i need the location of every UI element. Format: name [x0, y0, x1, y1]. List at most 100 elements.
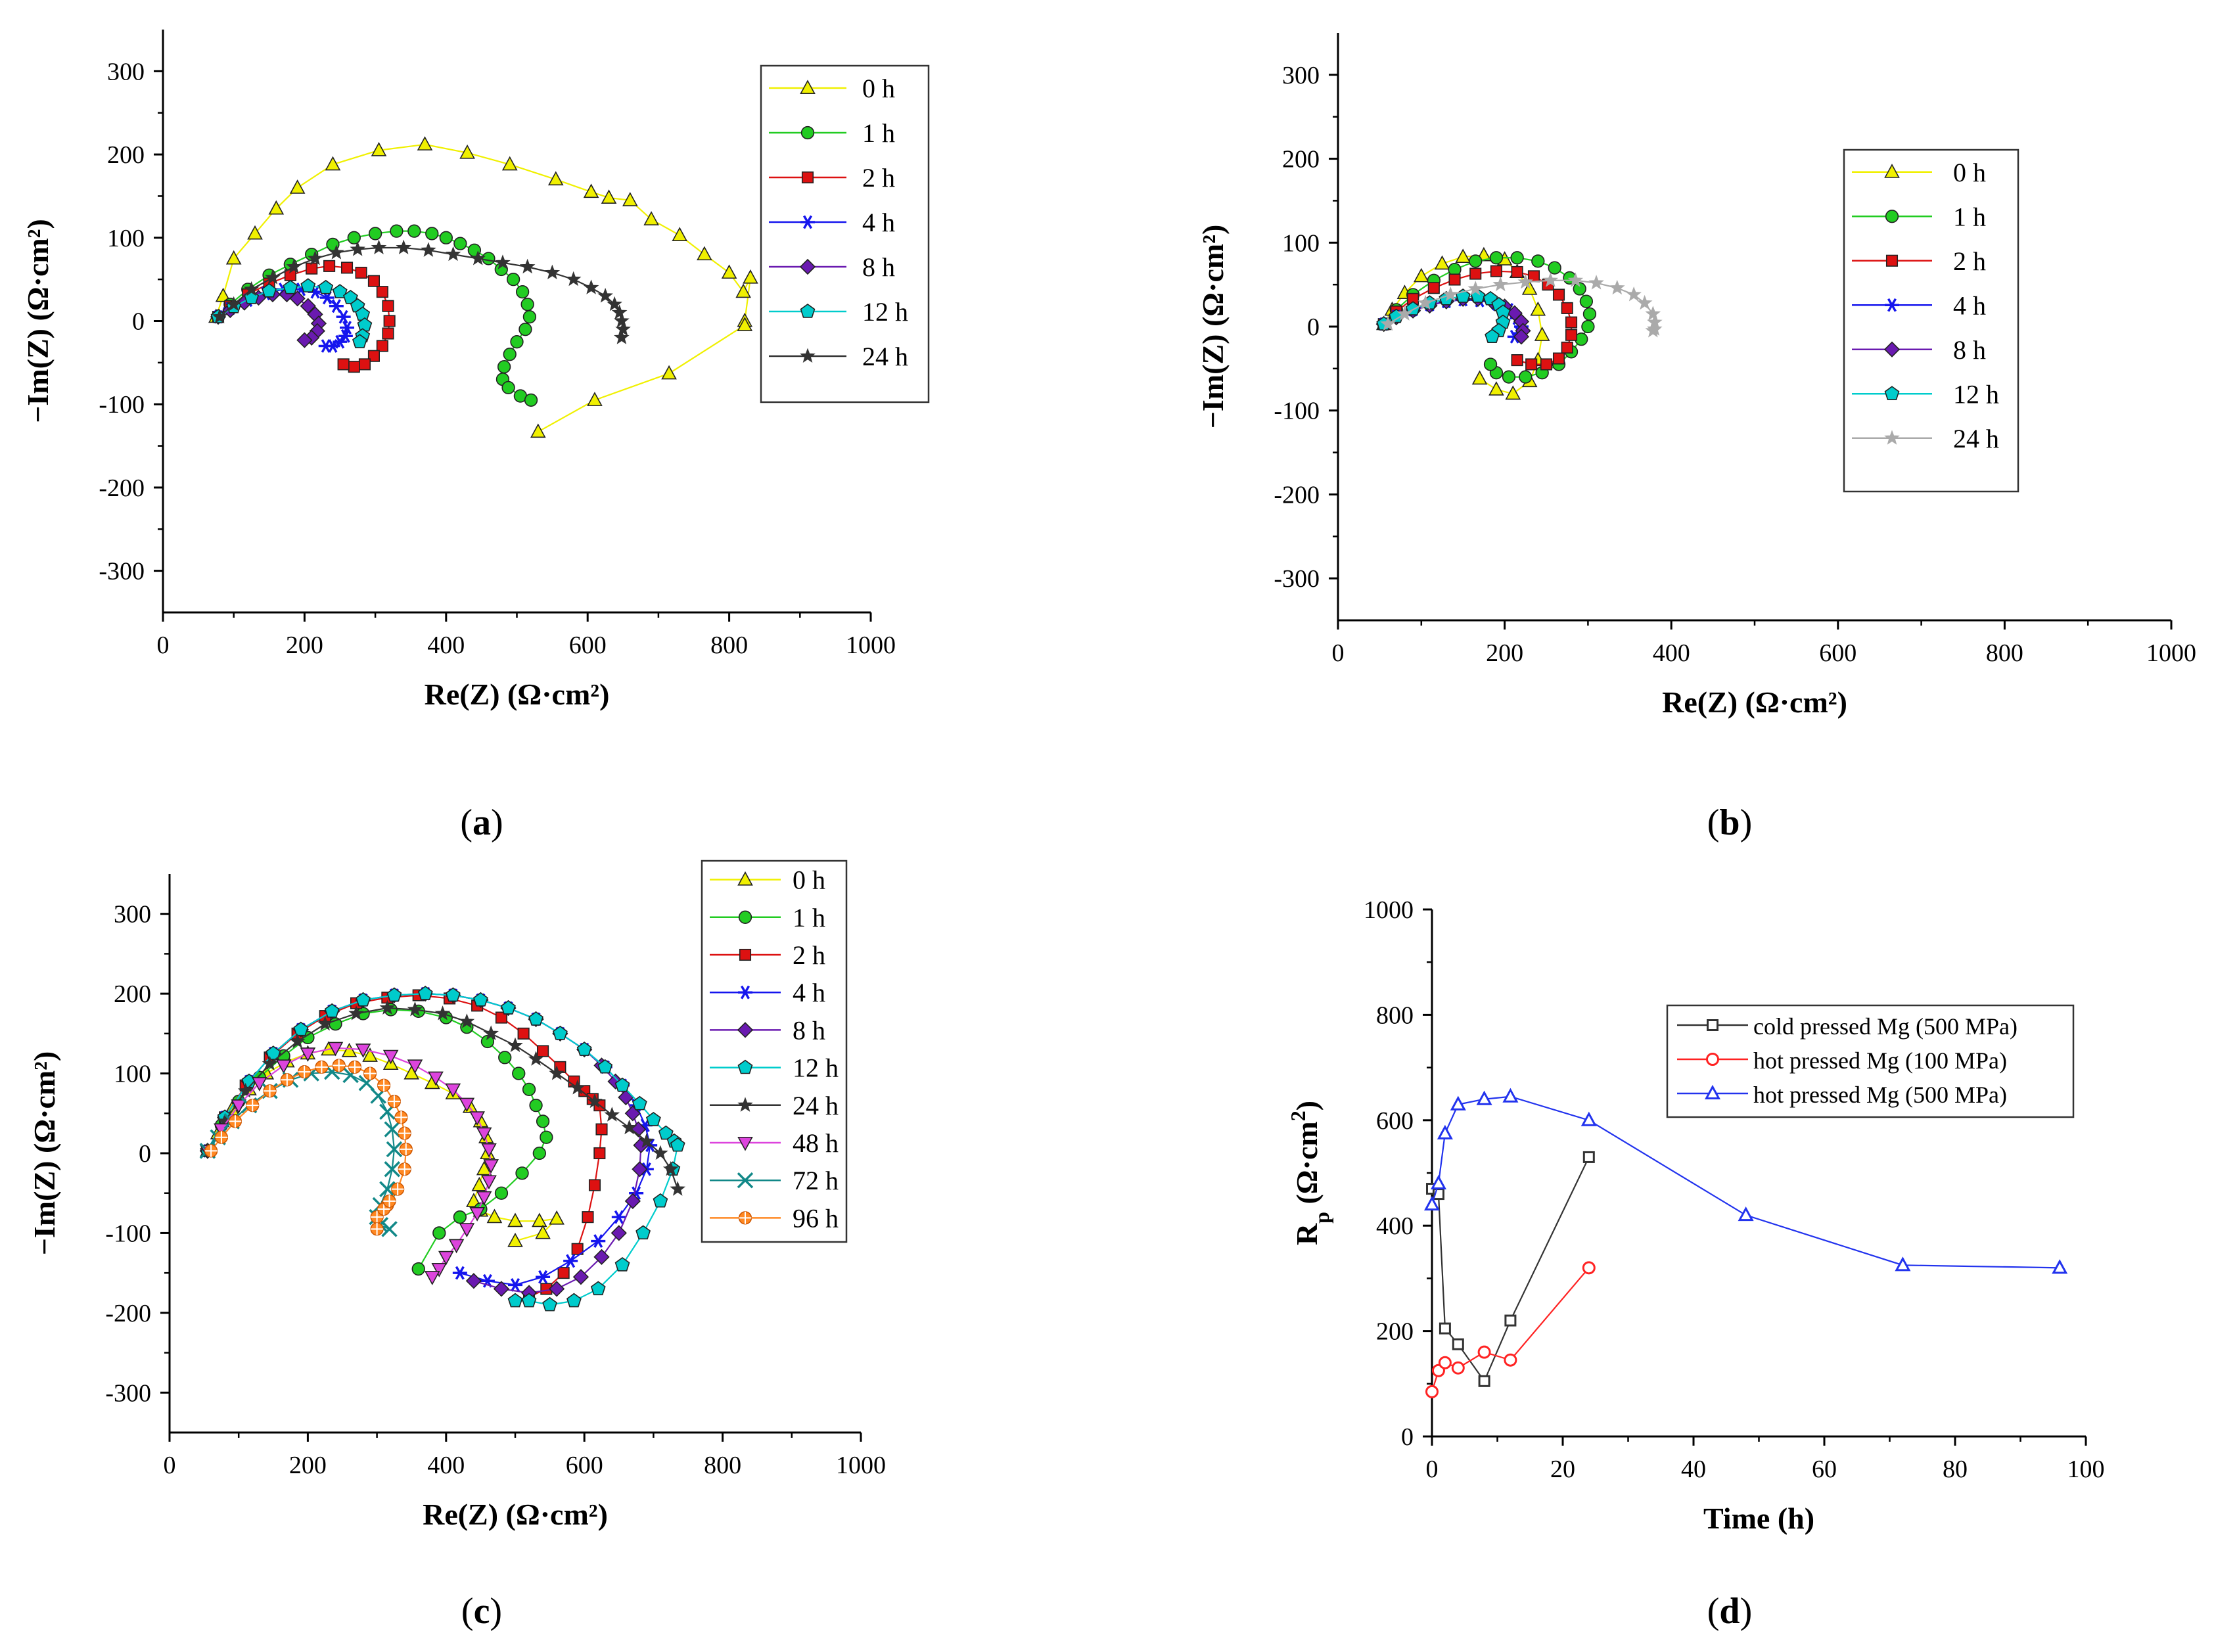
series-4-h — [200, 986, 658, 1292]
y-axis-label: −Im(Z) (Ω·cm²) — [28, 1051, 61, 1256]
legend-box — [1843, 149, 2019, 493]
y-tick-label: 400 — [1376, 1212, 1414, 1240]
data-point — [452, 1266, 467, 1280]
legend-item-0-h: 0 h — [1852, 158, 1986, 187]
data-point — [522, 1082, 536, 1097]
panel-label-d: (d) — [1707, 1591, 1752, 1632]
data-point — [355, 1044, 371, 1058]
data-point — [632, 1161, 648, 1178]
data-point — [367, 275, 380, 287]
data-point — [583, 183, 599, 198]
legend-marker — [738, 985, 752, 999]
x-tick-label: 0 — [1332, 639, 1345, 667]
data-point — [515, 1166, 529, 1180]
x-tick-label: 200 — [289, 1452, 327, 1479]
legend-item-4-h: 4 h — [1852, 290, 1986, 320]
data-point — [622, 192, 638, 206]
data-point — [611, 304, 628, 319]
legend-item-2-h: 2 h — [769, 163, 895, 193]
data-point — [300, 1047, 316, 1062]
x-tick-label: 600 — [566, 1452, 603, 1479]
data-point — [566, 1293, 582, 1308]
data-point — [1425, 1385, 1439, 1398]
panel-d: 0 200 400 600 800 1000 0 20 40 60 80 100 Time (h) Rp … — [1286, 896, 2105, 1535]
legend-marker — [1884, 386, 1900, 400]
data-point — [350, 241, 365, 256]
data-point — [1895, 1256, 1911, 1272]
data-point — [383, 315, 396, 327]
data-point — [318, 279, 334, 294]
data-point — [569, 1080, 586, 1095]
x-tick-label: 20 — [1550, 1456, 1575, 1483]
y-axis-label: −Im(Z) (Ω·cm²) — [21, 219, 55, 423]
data-point — [483, 1159, 499, 1174]
data-point — [493, 1281, 510, 1297]
data-point — [521, 1293, 537, 1308]
data-point — [735, 283, 751, 298]
panel-label-b: (b) — [1707, 802, 1752, 843]
data-point — [386, 1141, 403, 1158]
data-point — [459, 144, 475, 159]
data-point — [1567, 272, 1584, 287]
data-point — [1477, 1345, 1491, 1359]
legend-item-cold-pressed-mg-500-mpa: cold pressed Mg (500 MPa) — [1677, 1013, 2018, 1040]
data-point — [532, 1212, 547, 1228]
legend-label: 96 h — [793, 1203, 839, 1233]
data-point — [614, 1257, 630, 1272]
data-point — [340, 262, 354, 274]
data-point — [262, 283, 277, 298]
y-tick-label: 800 — [1376, 1001, 1414, 1029]
data-point — [528, 1011, 543, 1026]
data-point — [341, 1042, 357, 1057]
y-tick-label: -200 — [105, 1300, 151, 1327]
x-tick-label: 1000 — [836, 1452, 886, 1479]
data-point — [445, 987, 461, 1002]
legend-item-1-h: 1 h — [1852, 202, 1986, 231]
data-point — [432, 1226, 446, 1240]
y-tick-label: 100 — [114, 1061, 151, 1088]
data-point — [597, 288, 613, 303]
legend-marker — [737, 1136, 753, 1151]
data-point — [466, 1193, 482, 1207]
legend-label: 4 h — [793, 978, 825, 1007]
data-point — [323, 260, 336, 272]
data-point — [417, 136, 433, 150]
data-point — [340, 321, 355, 335]
data-point — [262, 1055, 278, 1071]
y-tick-label: 0 — [1307, 313, 1320, 341]
legend-label: 8 h — [793, 1015, 825, 1045]
data-point — [507, 1212, 523, 1228]
data-point — [382, 300, 394, 312]
data-point — [384, 1121, 400, 1137]
data-point — [382, 1194, 396, 1208]
data-point — [481, 1175, 497, 1190]
data-point — [1582, 1261, 1596, 1275]
data-point — [1542, 272, 1559, 287]
data-point — [520, 298, 534, 311]
data-point — [379, 1181, 396, 1197]
data-point — [587, 392, 603, 406]
series-24-h — [1380, 272, 1663, 338]
data-point — [542, 1296, 558, 1312]
data-point — [515, 285, 530, 299]
data-point — [549, 1210, 565, 1225]
data-point — [307, 250, 323, 265]
data-point — [376, 340, 388, 352]
legend-label: 12 h — [862, 297, 908, 327]
data-point — [670, 1181, 686, 1196]
data-point — [382, 1049, 399, 1065]
data-point — [506, 272, 520, 287]
data-point — [421, 242, 436, 257]
data-point — [632, 1095, 647, 1111]
series-24-h — [200, 999, 686, 1196]
data-point — [1418, 294, 1433, 310]
data-point — [661, 365, 677, 380]
data-point — [658, 1125, 674, 1140]
data-point — [317, 1015, 333, 1031]
x-tick-label: 600 — [1819, 639, 1857, 667]
data-point — [528, 1051, 544, 1066]
data-point — [1504, 1353, 1517, 1367]
data-point — [1485, 329, 1500, 344]
legend-marker — [1884, 430, 1900, 445]
legend-item-2-h: 2 h — [710, 940, 825, 970]
